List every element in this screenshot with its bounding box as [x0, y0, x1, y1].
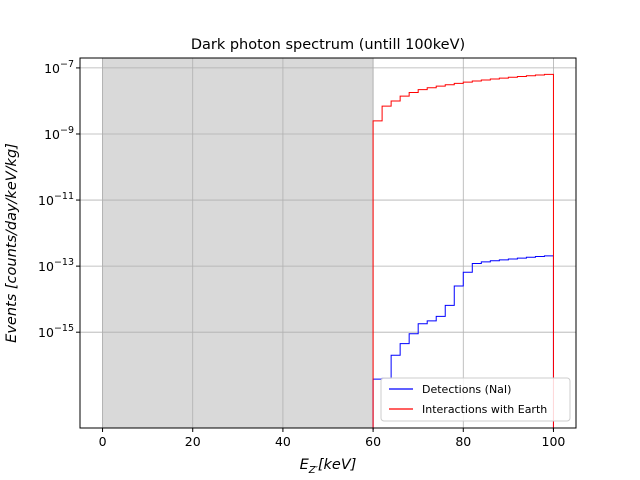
- legend: Detections (NaI) Interactions with Earth: [380, 377, 571, 422]
- x-tick-label: 100: [542, 434, 566, 449]
- y-tick-label: 10−7: [44, 59, 74, 76]
- series-layer: [372, 73, 554, 430]
- legend-label-interactions: Interactions with Earth: [422, 403, 547, 416]
- x-tick-label: 80: [455, 434, 471, 449]
- shaded-region: [102, 57, 374, 429]
- y-tick-label: 10−13: [38, 257, 74, 274]
- legend-box: [380, 377, 571, 422]
- y-axis-label: Events [counts/day/keV/kg]: [4, 143, 20, 343]
- x-tick-label: 20: [185, 434, 201, 449]
- x-tick-label: 0: [99, 434, 107, 449]
- axes-frame: [79, 57, 577, 429]
- series-detections-nai: [372, 255, 554, 430]
- x-axis-ticks: 0 20 40 60 80 100: [99, 428, 566, 449]
- x-tick-label: 60: [365, 434, 381, 449]
- series-interactions-with-earth: [372, 73, 554, 430]
- legend-label-detections: Detections (NaI): [422, 383, 511, 396]
- x-axis-label-subscript: Z′: [308, 465, 319, 476]
- y-tick-label: 10−11: [38, 191, 74, 208]
- y-tick-label: 10−15: [38, 323, 74, 340]
- x-tick-label: 40: [275, 434, 291, 449]
- chart-title: Dark photon spectrum (untill 100keV): [191, 37, 465, 53]
- y-axis-ticks: 10−7 10−9 10−11 10−13 10−15: [38, 59, 80, 340]
- y-tick-label: 10−9: [44, 125, 74, 142]
